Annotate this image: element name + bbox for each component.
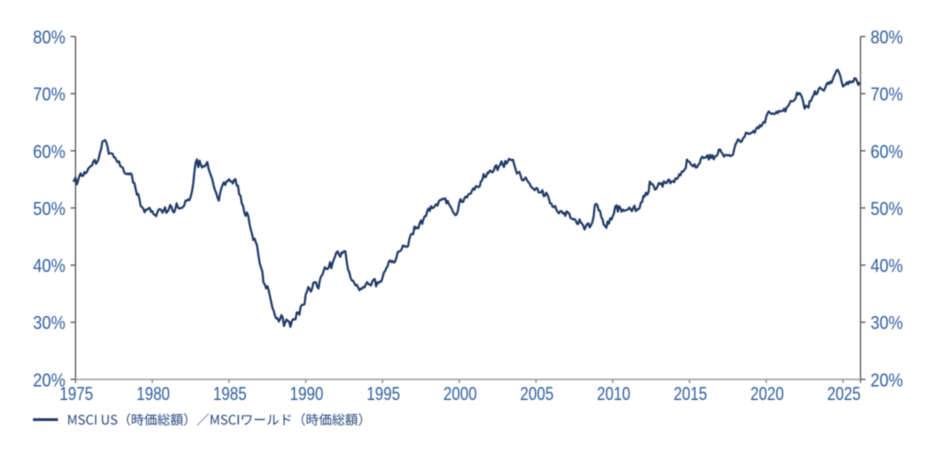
svg-text:80%: 80% [33, 28, 66, 48]
svg-text:2010: 2010 [597, 384, 631, 404]
svg-text:60%: 60% [871, 142, 904, 162]
svg-text:70%: 70% [871, 85, 904, 105]
svg-text:1985: 1985 [213, 384, 247, 404]
svg-text:2025: 2025 [827, 384, 861, 404]
svg-text:30%: 30% [33, 313, 66, 333]
svg-text:1975: 1975 [60, 384, 94, 404]
svg-text:70%: 70% [33, 85, 66, 105]
svg-text:20%: 20% [33, 370, 66, 390]
svg-text:2020: 2020 [750, 384, 784, 404]
svg-text:30%: 30% [871, 313, 904, 333]
svg-text:1995: 1995 [367, 384, 401, 404]
svg-text:2015: 2015 [674, 384, 708, 404]
svg-text:1990: 1990 [290, 384, 324, 404]
svg-text:60%: 60% [33, 142, 66, 162]
svg-text:20%: 20% [871, 370, 904, 390]
svg-text:2000: 2000 [443, 384, 477, 404]
svg-text:2005: 2005 [520, 384, 554, 404]
svg-text:40%: 40% [33, 256, 66, 276]
svg-text:80%: 80% [871, 28, 904, 48]
svg-text:40%: 40% [871, 256, 904, 276]
svg-text:50%: 50% [871, 199, 904, 219]
svg-text:50%: 50% [33, 199, 66, 219]
svg-text:1980: 1980 [136, 384, 170, 404]
